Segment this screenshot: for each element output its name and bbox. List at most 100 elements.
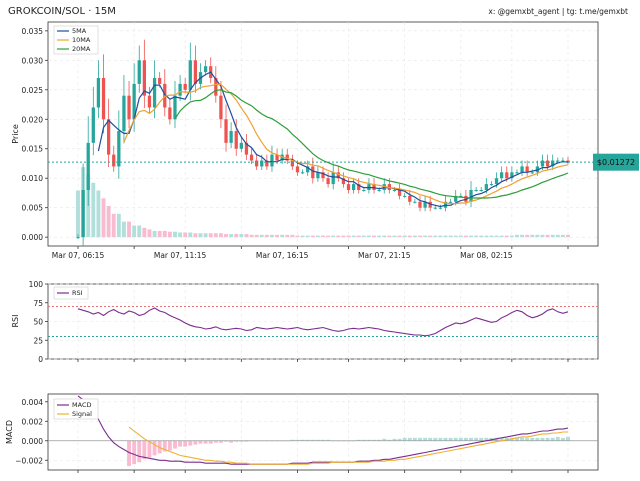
macd-histogram-bar — [213, 440, 218, 443]
macd-histogram-bar — [244, 440, 249, 442]
price-x-ticks: Mar 07, 06:15 Mar 07, 11:15 Mar 07, 16:15 M… — [52, 246, 569, 260]
price-tag-background — [593, 153, 639, 171]
legend-rsi-label: RSI — [72, 289, 83, 297]
volume-bar — [76, 190, 80, 238]
macd-histogram-bar — [356, 439, 361, 441]
macd-histogram-bar — [203, 440, 208, 444]
volume-bar — [249, 234, 254, 238]
candle-body — [515, 172, 519, 174]
volume-bar — [239, 234, 244, 238]
candle-body — [270, 154, 274, 167]
macd-histogram-bar — [321, 439, 325, 441]
macd-histogram-bar — [418, 437, 422, 441]
volume-bar — [234, 234, 239, 238]
candle-body — [428, 201, 432, 208]
volume-bar — [224, 234, 228, 238]
y-tick-label: 0.004 — [22, 398, 44, 407]
candle-body — [96, 78, 101, 108]
y-tick-label: 75 — [33, 299, 43, 308]
candle-body — [224, 119, 228, 143]
volume-bar — [550, 234, 555, 238]
candle-body — [377, 190, 381, 191]
macd-histogram-bar — [469, 437, 473, 441]
volume-bar — [356, 235, 361, 238]
volume-bar — [218, 233, 223, 238]
macd-histogram-bar — [377, 439, 382, 441]
rsi-x-ticks — [77, 359, 569, 362]
volume-bar — [525, 234, 530, 238]
volume-bar — [208, 233, 213, 238]
price-y-axis-label: Price — [11, 124, 20, 144]
x-tick-label: Mar 07, 21:15 — [358, 251, 411, 260]
price-legend: 5MA 10MA 20MA — [53, 25, 99, 55]
volume-bar — [167, 231, 172, 238]
macd-histogram-bar — [183, 440, 188, 447]
candle-body — [494, 178, 499, 185]
candle-body — [423, 201, 427, 208]
macd-histogram-bar — [397, 438, 402, 441]
macd-histogram-bar — [423, 437, 428, 441]
candle-body — [260, 160, 264, 167]
volume-bar — [198, 233, 203, 238]
candle-body — [459, 195, 463, 197]
macd-x-ticks — [77, 470, 569, 473]
moving-averages — [97, 71, 569, 208]
macd-histogram-bar — [152, 440, 157, 456]
candle-body — [566, 160, 570, 163]
volume-bar — [157, 230, 162, 238]
macd-histogram-bar — [137, 440, 142, 463]
volume-bar — [448, 235, 453, 238]
rsi-y-axis-label: RSI — [11, 315, 20, 328]
macd-histogram-bar — [305, 439, 310, 441]
volume-bar — [142, 227, 147, 238]
macd-histogram-bar — [127, 440, 131, 467]
volume-bar — [259, 234, 264, 238]
macd-histogram-bar — [438, 437, 443, 441]
macd-histogram-bar — [361, 439, 366, 441]
candle-body — [229, 131, 233, 143]
volume-bar — [392, 235, 397, 238]
candle-body — [525, 166, 529, 173]
rsi-panel-frame — [47, 283, 599, 360]
candle-body — [321, 172, 325, 179]
volume-bar — [509, 235, 514, 238]
volume-bar — [479, 235, 484, 238]
volume-bar — [111, 213, 116, 238]
volume-bar — [127, 221, 131, 238]
candle-body — [127, 95, 131, 120]
candle-body — [137, 60, 141, 84]
candle-body — [275, 154, 279, 161]
volume-bar — [275, 234, 280, 238]
candle-body — [545, 160, 550, 167]
candle-body — [433, 207, 437, 209]
volume-bar — [346, 235, 351, 238]
macd-histogram-bar — [392, 438, 397, 441]
macd-histogram-bar — [474, 437, 479, 441]
y-tick-label: 0.035 — [22, 27, 44, 36]
volume-bar — [295, 235, 300, 238]
candle-body — [147, 95, 152, 108]
volume-bar — [397, 235, 402, 238]
y-tick-label: 0.010 — [22, 174, 44, 183]
volume-bar — [321, 235, 325, 238]
volume-bar — [101, 198, 106, 238]
y-tick-label: 0.002 — [22, 417, 44, 426]
macd-histogram-bar — [566, 436, 570, 441]
macd-histogram-bar — [295, 439, 300, 441]
macd-histogram-bar — [315, 439, 320, 441]
candle-body — [397, 190, 402, 196]
candle-body — [418, 201, 422, 208]
macd-y-axis-label: MACD — [5, 420, 14, 444]
volume-bar — [244, 234, 249, 238]
volume-bar — [315, 235, 320, 238]
volume-bar — [86, 174, 91, 238]
volume-bar — [280, 234, 285, 238]
y-tick-label: 0.025 — [22, 86, 44, 95]
volume-bar — [310, 235, 315, 238]
volume-bar — [173, 231, 177, 238]
volume-bar — [152, 230, 157, 238]
macd-histogram-bar — [132, 440, 137, 465]
candle-body — [341, 178, 346, 185]
volume-bar — [377, 235, 382, 238]
macd-legend: MACD Signal — [53, 398, 99, 420]
